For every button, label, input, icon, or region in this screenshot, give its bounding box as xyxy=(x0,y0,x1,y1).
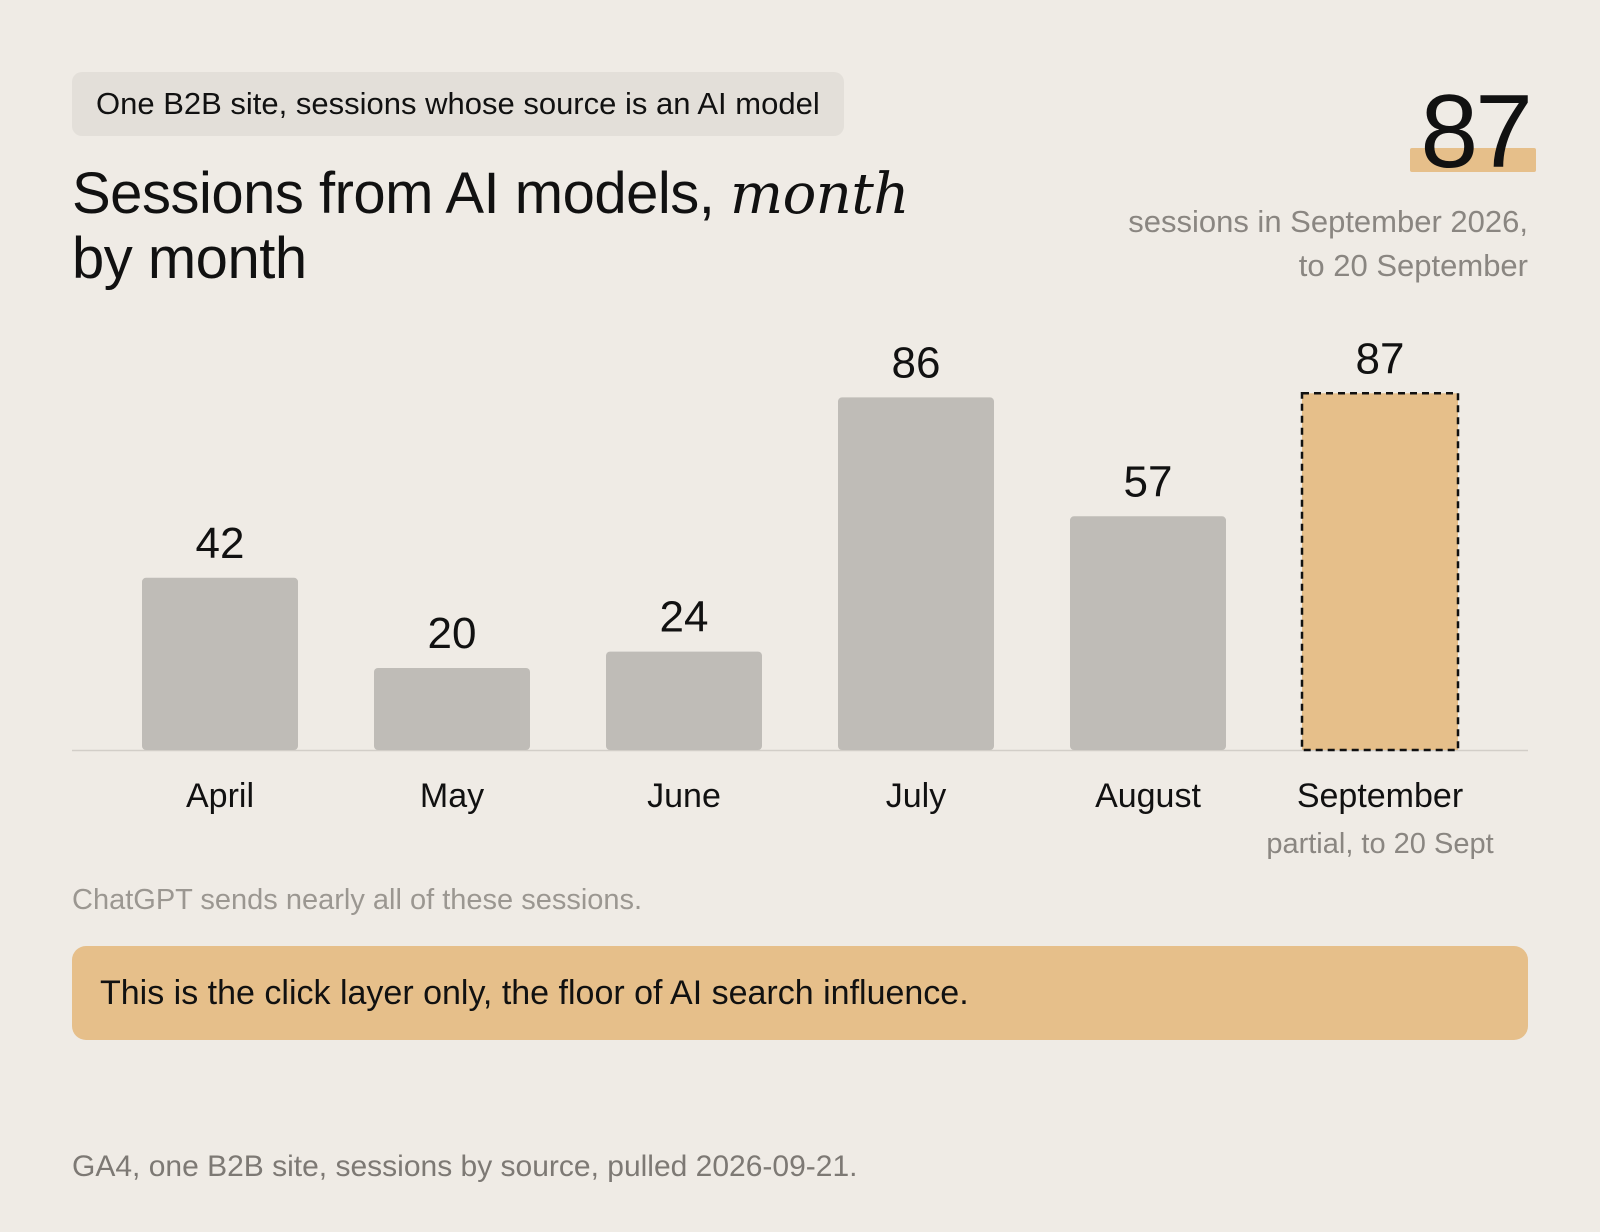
category-label-july: July xyxy=(886,777,946,815)
title-emphasis: month xyxy=(729,162,909,227)
source-note: ChatGPT sends nearly all of these sessio… xyxy=(72,884,643,916)
value-label-august: 57 xyxy=(1124,457,1173,506)
title-tail: by month xyxy=(72,226,307,291)
bar-june xyxy=(606,651,762,750)
value-label-july: 86 xyxy=(892,338,941,387)
callout-banner: This is the click layer only, the floor … xyxy=(72,946,1528,1040)
bar-september xyxy=(1300,392,1460,752)
kpi-caption: sessions in September 2026, to 20 Septem… xyxy=(1008,200,1528,288)
kpi-value: 87 xyxy=(1420,74,1533,190)
value-label-june: 24 xyxy=(660,593,709,642)
category-note-september: partial, to 20 Sept xyxy=(1266,828,1493,860)
subtitle-tag: One B2B site, sessions whose source is a… xyxy=(72,72,844,136)
kpi-highlight-bar xyxy=(1410,148,1536,172)
bar-april xyxy=(142,577,298,750)
value-label-may: 20 xyxy=(428,609,477,658)
value-label-april: 42 xyxy=(196,519,245,568)
bar-chart: 42 April 20 May 24 June 86 July 57 August 87 Septem… xyxy=(72,334,1528,860)
value-label-september: 87 xyxy=(1356,334,1405,383)
kpi-caption-line2: to 20 September xyxy=(1298,248,1528,283)
title-main: Sessions from AI models, xyxy=(72,161,730,226)
footer-source: GA4, one B2B site, sessions by source, p… xyxy=(72,1150,858,1183)
category-label-may: May xyxy=(420,777,484,815)
category-label-august: August xyxy=(1095,777,1201,815)
chart-title: Sessions from AI models, month by month xyxy=(72,162,932,291)
category-label-september: September xyxy=(1297,777,1463,815)
bar-july xyxy=(838,397,994,750)
category-label-april: April xyxy=(186,777,254,815)
bar-august xyxy=(1070,516,1226,750)
category-label-june: June xyxy=(647,777,721,815)
bar-may xyxy=(374,668,530,750)
kpi-caption-line1: sessions in September 2026, xyxy=(1128,204,1528,239)
